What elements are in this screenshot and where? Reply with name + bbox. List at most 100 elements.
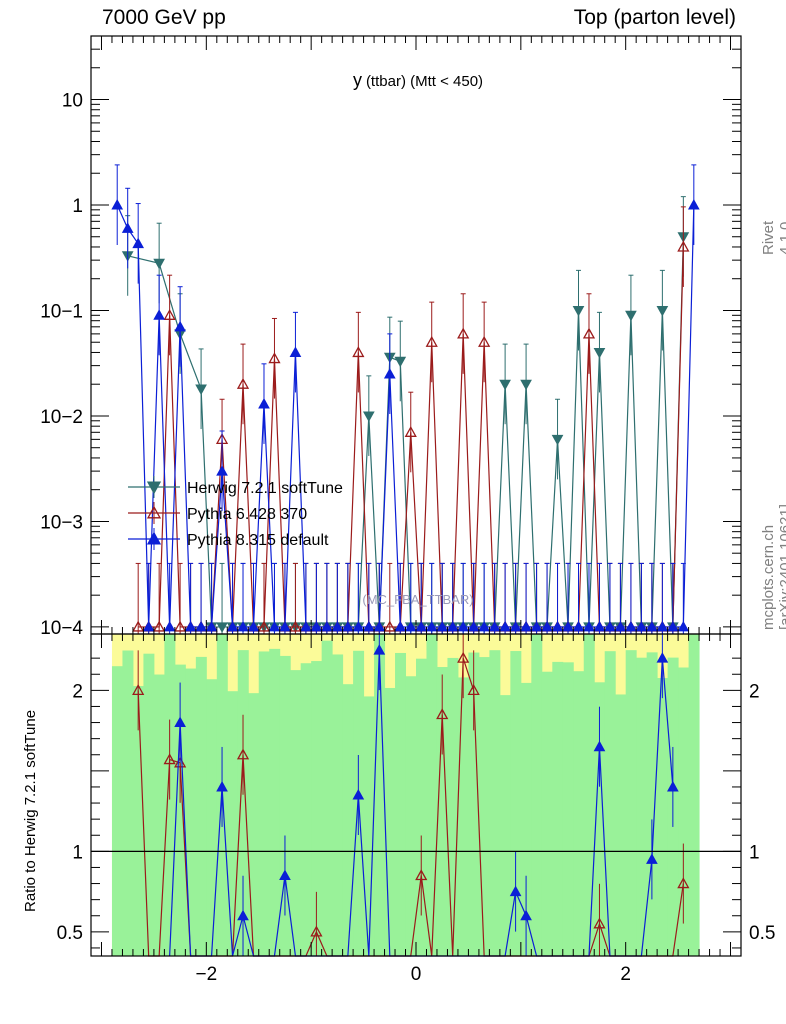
ratio-band-inner-bin xyxy=(111,666,123,956)
ratio-band-inner-bin xyxy=(290,670,302,956)
data-point xyxy=(457,620,470,632)
ratio-band-inner-bin xyxy=(342,684,354,956)
ratio-y-tick-label: 1 xyxy=(72,842,83,863)
data-point xyxy=(279,620,291,632)
ratio-point xyxy=(236,748,250,760)
ratio-band-inner-bin xyxy=(279,655,291,956)
data-point xyxy=(478,620,490,632)
ratio-point xyxy=(593,740,606,752)
data-point xyxy=(499,620,511,632)
data-point xyxy=(237,620,249,632)
ratio-y-tick-label-right: 1 xyxy=(749,842,760,863)
axis-ticks xyxy=(91,35,741,956)
x-tick-label: −2 xyxy=(195,964,217,985)
ratio-point xyxy=(174,756,187,768)
data-point xyxy=(111,198,124,210)
data-point xyxy=(530,620,543,632)
ratio-band-inner-bin xyxy=(132,686,144,956)
series-line xyxy=(127,236,684,628)
ratio-band-inner-bin xyxy=(688,634,700,956)
ratio-point xyxy=(457,651,470,663)
ratio-band-inner-bin xyxy=(363,696,375,956)
ratio-band-inner-bin xyxy=(468,652,480,956)
data-point xyxy=(520,379,532,391)
data-point xyxy=(142,620,155,632)
ratio-band-inner-bin xyxy=(604,651,616,956)
y-tick-label: 10−1 xyxy=(40,301,83,322)
legend-marker xyxy=(146,481,162,495)
data-point xyxy=(258,397,270,409)
x-tick-label: 0 xyxy=(411,964,422,985)
data-point xyxy=(268,620,281,632)
main-series-layer xyxy=(111,164,700,634)
ratio-band-inner-bin xyxy=(195,656,207,956)
data-point xyxy=(436,620,449,632)
data-point xyxy=(383,367,396,379)
ratio-point xyxy=(467,684,480,695)
ratio-point xyxy=(310,925,323,937)
data-point xyxy=(352,346,365,358)
ratio-band-inner-bin xyxy=(185,668,197,956)
data-point xyxy=(163,620,176,632)
ratio-point xyxy=(677,877,690,889)
ratio-point xyxy=(373,644,386,655)
data-point xyxy=(174,320,186,332)
watermark-label: (MC_FBA_TTBAR) xyxy=(362,592,473,607)
y-tick-label: 10−3 xyxy=(40,512,83,533)
data-point xyxy=(687,198,700,210)
ratio-band-inner-bin xyxy=(384,687,396,956)
ratio-point xyxy=(415,869,428,881)
data-point xyxy=(415,620,428,632)
data-point xyxy=(184,620,197,632)
header-left: 7000 GeV pp xyxy=(102,6,226,29)
data-point xyxy=(132,620,145,632)
legend-marker xyxy=(146,531,162,545)
data-point xyxy=(195,620,207,632)
legend-label: Herwig 7.2.1 softTune xyxy=(187,480,343,497)
y-tick-label: 10−2 xyxy=(40,407,83,428)
ratio-point xyxy=(132,684,145,695)
ratio-band-inner-bin xyxy=(311,661,323,956)
ratio-band-inner-bin xyxy=(625,650,637,956)
data-point xyxy=(593,620,606,632)
data-point xyxy=(300,620,312,632)
data-point xyxy=(342,620,354,632)
ratio-point xyxy=(656,652,669,663)
ratio-band-inner-bin xyxy=(520,682,532,956)
ratio-band-inner-bin xyxy=(573,671,585,956)
data-point xyxy=(247,620,260,632)
data-point xyxy=(551,434,564,446)
ratio-band-inner-bin xyxy=(499,695,511,956)
data-point xyxy=(572,620,585,632)
ratio-band-inner-bin xyxy=(395,652,407,956)
ratio-band-inner-bin xyxy=(594,682,606,956)
title-main: y xyxy=(353,70,362,90)
ratio-y-tick-label-right: 2 xyxy=(749,681,760,702)
ratio-point xyxy=(667,780,679,792)
ratio-band-inner-bin xyxy=(510,651,522,956)
ratio-point xyxy=(216,780,228,792)
ratio-band-inner-bin xyxy=(646,652,658,956)
ratio-band-inner-bin xyxy=(678,667,690,956)
ratio-band-inner-bin xyxy=(552,661,564,956)
ratio-y-tick-label-right: 0.5 xyxy=(749,923,775,944)
ratio-point xyxy=(237,909,249,921)
data-point xyxy=(289,620,302,632)
ratio-point xyxy=(509,885,522,897)
ratio-band-inner-bin xyxy=(489,650,501,956)
legend: Herwig 7.2.1 softTune Pythia 6.428 370 Pyt… xyxy=(128,476,343,550)
data-point xyxy=(457,327,470,339)
data-point xyxy=(174,620,187,632)
ratio-band-inner-bin xyxy=(374,634,386,956)
ratio-point xyxy=(352,788,365,800)
ratio-band-inner-bin xyxy=(321,640,333,956)
data-point xyxy=(352,620,365,632)
data-point xyxy=(635,620,648,632)
header-right: Top (parton level) xyxy=(573,6,736,29)
data-point xyxy=(153,620,166,632)
data-point xyxy=(236,377,250,389)
ratio-band-inner-bin xyxy=(258,651,270,956)
ratio-band-inner-bin xyxy=(416,658,427,956)
legend-label: Pythia 8.315 default xyxy=(187,532,329,549)
